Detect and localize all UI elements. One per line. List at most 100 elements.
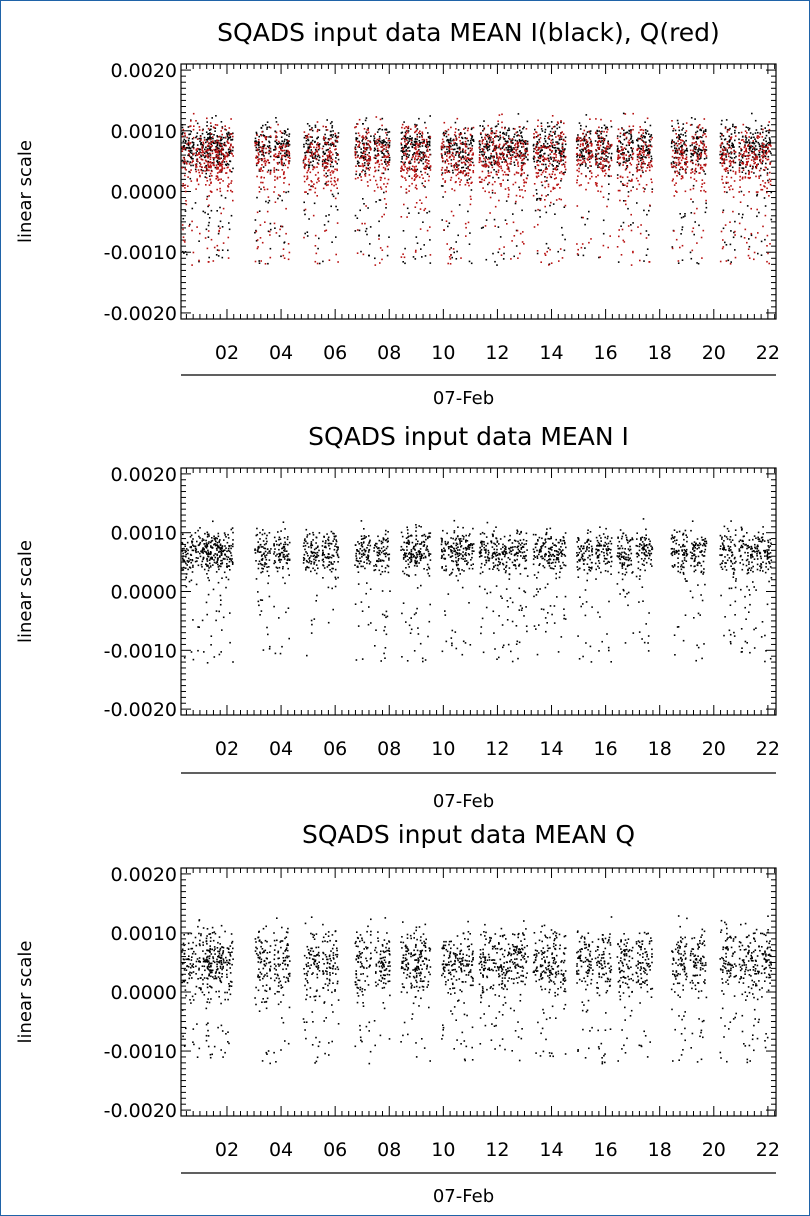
- data-point: [517, 163, 519, 165]
- data-point: [232, 132, 234, 135]
- data-point: [503, 148, 506, 151]
- data-point: [719, 132, 722, 135]
- data-point: [503, 138, 505, 140]
- data-point: [327, 141, 329, 144]
- data-point: [607, 146, 610, 148]
- data-point: [260, 188, 262, 190]
- data-point: [693, 178, 696, 180]
- data-point: [463, 158, 465, 160]
- data-point: [555, 159, 557, 162]
- data-point: [416, 142, 418, 145]
- data-point: [457, 234, 459, 237]
- data-point: [220, 157, 222, 159]
- data-point: [695, 148, 697, 151]
- data-point: [498, 248, 501, 250]
- data-point: [401, 169, 404, 171]
- data-point: [685, 153, 688, 156]
- data-point: [381, 152, 383, 154]
- data-point: [695, 151, 697, 154]
- data-point: [536, 152, 538, 154]
- data-point: [482, 160, 484, 163]
- data-point: [269, 126, 272, 129]
- data-point: [414, 138, 417, 140]
- data-point: [192, 160, 194, 162]
- data-point: [196, 147, 199, 150]
- data-point: [256, 175, 258, 178]
- data-point: [455, 174, 458, 177]
- data-point: [226, 152, 228, 154]
- data-point: [692, 153, 694, 155]
- data-point: [469, 159, 471, 162]
- data-point: [493, 146, 496, 149]
- data-point: [506, 223, 508, 225]
- data-point: [600, 158, 602, 160]
- data-point: [254, 142, 256, 144]
- data-point: [404, 161, 406, 164]
- data-point: [403, 256, 406, 259]
- data-point: [547, 185, 550, 188]
- data-point: [449, 263, 452, 265]
- data-point: [671, 120, 673, 122]
- data-point: [282, 254, 285, 257]
- data-point: [725, 156, 727, 158]
- data-point: [676, 191, 678, 193]
- data-point: [203, 152, 206, 154]
- data-point: [724, 126, 727, 128]
- data-point: [326, 162, 328, 164]
- data-point: [406, 143, 408, 146]
- data-point: [208, 137, 210, 140]
- data-point: [620, 180, 622, 183]
- data-point: [282, 143, 285, 146]
- data-point: [387, 131, 389, 134]
- data-point: [329, 130, 332, 133]
- data-point: [519, 141, 522, 143]
- data-point: [216, 139, 218, 142]
- data-point: [483, 157, 485, 160]
- data-point: [362, 253, 365, 256]
- data-point: [740, 159, 742, 162]
- data-point: [400, 167, 402, 170]
- data-point: [212, 140, 214, 142]
- x-tick-label: 02: [215, 342, 239, 364]
- data-point: [325, 182, 327, 185]
- data-point: [255, 155, 258, 157]
- data-point: [210, 238, 213, 241]
- data-point: [555, 141, 557, 143]
- data-point: [210, 191, 213, 193]
- data-point: [288, 133, 291, 135]
- data-point: [627, 207, 629, 210]
- data-point: [691, 153, 693, 156]
- data-point: [447, 138, 449, 141]
- data-point: [256, 211, 259, 214]
- data-point: [367, 162, 370, 165]
- data-point: [284, 152, 286, 154]
- data-point: [582, 150, 584, 152]
- data-point: [586, 158, 589, 160]
- data-point: [214, 140, 216, 142]
- data-point: [406, 127, 409, 129]
- data-point: [358, 174, 361, 177]
- data-point: [279, 176, 281, 178]
- data-point: [606, 160, 609, 163]
- data-point: [406, 170, 409, 172]
- data-point: [535, 149, 538, 152]
- data-point: [650, 138, 652, 141]
- data-point: [459, 181, 461, 183]
- data-point: [518, 186, 520, 189]
- data-point: [492, 138, 494, 140]
- data-point: [414, 130, 417, 133]
- data-point: [628, 179, 630, 182]
- data-point: [406, 137, 409, 139]
- data-point: [497, 135, 500, 138]
- data-point: [685, 158, 688, 160]
- data-point: [408, 190, 410, 192]
- data-point: [544, 128, 547, 131]
- data-point: [364, 158, 367, 161]
- data-point: [401, 176, 404, 178]
- data-point: [494, 125, 497, 128]
- data-point: [607, 148, 609, 150]
- data-point: [644, 136, 646, 139]
- data-point: [702, 169, 704, 171]
- data-point: [632, 222, 634, 224]
- data-point: [285, 151, 288, 153]
